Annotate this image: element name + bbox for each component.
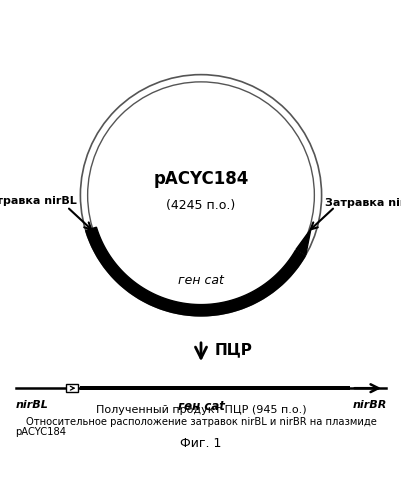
Polygon shape bbox=[295, 229, 310, 255]
Polygon shape bbox=[85, 227, 304, 316]
Text: Затравка nirBR: Затравка nirBR bbox=[324, 198, 401, 208]
Text: ген cat: ген cat bbox=[178, 273, 223, 286]
Bar bbox=[66, 384, 77, 392]
Text: ген cat: ген cat bbox=[177, 400, 224, 413]
Circle shape bbox=[87, 82, 314, 308]
Text: ПЦР: ПЦР bbox=[214, 342, 251, 357]
Text: Полученный продукт ПЦР (945 п.о.): Полученный продукт ПЦР (945 п.о.) bbox=[95, 405, 306, 415]
Bar bbox=[80, 386, 349, 390]
Text: pACYC184: pACYC184 bbox=[15, 428, 65, 438]
Text: nirBL: nirBL bbox=[16, 400, 49, 410]
Text: nirBR: nirBR bbox=[352, 400, 386, 410]
Text: Фиг. 1: Фиг. 1 bbox=[180, 437, 221, 450]
Text: Относительное расположение затравок nirBL и nirBR на плазмиде: Относительное расположение затравок nirB… bbox=[26, 417, 375, 427]
Text: (4245 п.о.): (4245 п.о.) bbox=[166, 199, 235, 212]
Text: pACYC184: pACYC184 bbox=[153, 170, 248, 188]
Text: Затравка nirBL: Затравка nirBL bbox=[0, 196, 77, 206]
